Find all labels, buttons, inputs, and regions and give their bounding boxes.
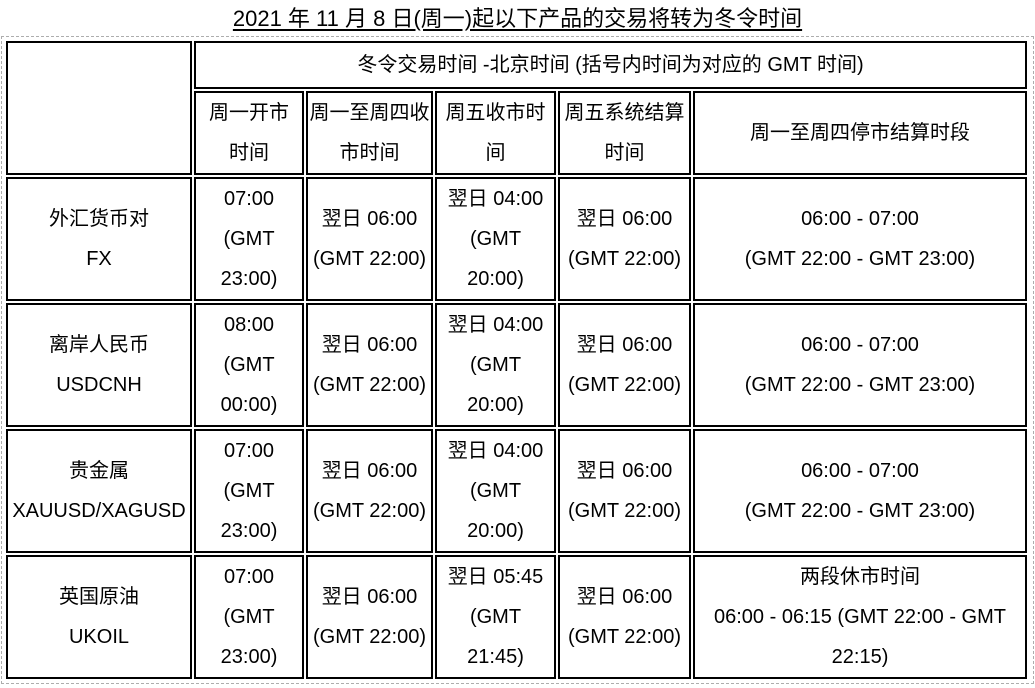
table-dashed-outline: 冬令交易时间 -北京时间 (括号内时间为对应的 GMT 时间) 周一开市 时间 … bbox=[1, 35, 1034, 684]
table-row-ukoil: 英国原油 UKOIL 07:00 (GMT 23:00) 翌日 06:00 (G… bbox=[6, 554, 1027, 679]
halt-mon-thu-cell: 06:00 - 07:00 (GMT 22:00 - GMT 23:00) bbox=[693, 428, 1027, 553]
product-cell: 英国原油 UKOIL bbox=[6, 554, 192, 679]
span-header-cell: 冬令交易时间 -北京时间 (括号内时间为对应的 GMT 时间) bbox=[194, 40, 1027, 89]
product-cell: 外汇货币对 FX bbox=[6, 176, 192, 301]
column-header-close-friday: 周五收市时 间 bbox=[435, 90, 556, 175]
column-header-row: 周一开市 时间 周一至周四收 市时间 周五收市时 间 周五系统结算 时间 周一至… bbox=[6, 90, 1027, 175]
table-row-usdcnh: 离岸人民币 USDCNH 08:00 (GMT 00:00) 翌日 06:00 … bbox=[6, 302, 1027, 427]
product-cell: 贵金属 XAUUSD/XAGUSD bbox=[6, 428, 192, 553]
close-friday-cell: 翌日 04:00 (GMT 20:00) bbox=[435, 302, 556, 427]
open-monday-cell: 07:00 (GMT 23:00) bbox=[194, 554, 304, 679]
halt-mon-thu-cell: 两段休市时间 06:00 - 06:15 (GMT 22:00 - GMT 22… bbox=[693, 554, 1027, 679]
settle-friday-cell: 翌日 06:00 (GMT 22:00) bbox=[558, 176, 691, 301]
close-mon-thu-cell: 翌日 06:00 (GMT 22:00) bbox=[306, 428, 433, 553]
header-row-span: 冬令交易时间 -北京时间 (括号内时间为对应的 GMT 时间) bbox=[6, 40, 1027, 175]
close-friday-cell: 翌日 05:45 (GMT 21:45) bbox=[435, 554, 556, 679]
halt-mon-thu-cell: 06:00 - 07:00 (GMT 22:00 - GMT 23:00) bbox=[693, 302, 1027, 427]
column-header-halt-mon-thu: 周一至周四停市结算时段 bbox=[693, 90, 1027, 175]
close-friday-cell: 翌日 04:00 (GMT 20:00) bbox=[435, 176, 556, 301]
open-monday-cell: 07:00 (GMT 23:00) bbox=[194, 428, 304, 553]
open-monday-cell: 08:00 (GMT 00:00) bbox=[194, 302, 304, 427]
column-header-open-monday: 周一开市 时间 bbox=[194, 90, 304, 175]
product-cell: 离岸人民币 USDCNH bbox=[6, 302, 192, 427]
column-header-settle-friday: 周五系统结算 时间 bbox=[558, 90, 691, 175]
table-row-fx: 外汇货币对 FX 07:00 (GMT 23:00) 翌日 06:00 (GMT… bbox=[6, 176, 1027, 301]
halt-mon-thu-cell: 06:00 - 07:00 (GMT 22:00 - GMT 23:00) bbox=[693, 176, 1027, 301]
corner-cell bbox=[6, 40, 192, 175]
settle-friday-cell: 翌日 06:00 (GMT 22:00) bbox=[558, 554, 691, 679]
table-row-metals: 贵金属 XAUUSD/XAGUSD 07:00 (GMT 23:00) 翌日 0… bbox=[6, 428, 1027, 553]
winter-trading-hours-table: 冬令交易时间 -北京时间 (括号内时间为对应的 GMT 时间) 周一开市 时间 … bbox=[4, 39, 1029, 681]
column-header-close-mon-thu: 周一至周四收 市时间 bbox=[306, 90, 433, 175]
settle-friday-cell: 翌日 06:00 (GMT 22:00) bbox=[558, 302, 691, 427]
close-mon-thu-cell: 翌日 06:00 (GMT 22:00) bbox=[306, 554, 433, 679]
page-title: 2021 年 11 月 8 日(周一)起以下产品的交易将转为冬令时间 bbox=[232, 6, 803, 31]
open-monday-cell: 07:00 (GMT 23:00) bbox=[194, 176, 304, 301]
settle-friday-cell: 翌日 06:00 (GMT 22:00) bbox=[558, 428, 691, 553]
close-friday-cell: 翌日 04:00 (GMT 20:00) bbox=[435, 428, 556, 553]
close-mon-thu-cell: 翌日 06:00 (GMT 22:00) bbox=[306, 176, 433, 301]
close-mon-thu-cell: 翌日 06:00 (GMT 22:00) bbox=[306, 302, 433, 427]
